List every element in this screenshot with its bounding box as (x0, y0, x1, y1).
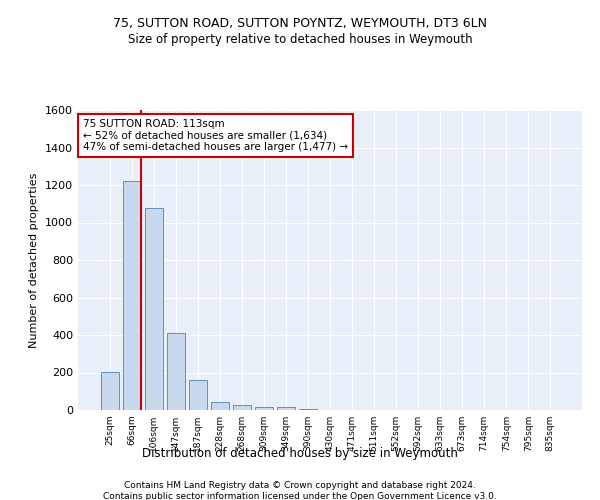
Text: Size of property relative to detached houses in Weymouth: Size of property relative to detached ho… (128, 32, 472, 46)
Bar (101, 372, 119, 410)
Bar (167, 333, 185, 410)
Bar (145, 208, 163, 410)
Bar (233, 406, 251, 410)
Text: Distribution of detached houses by size in Weymouth: Distribution of detached houses by size … (142, 448, 458, 460)
Bar (189, 380, 206, 410)
Text: Contains HM Land Registry data © Crown copyright and database right 2024.: Contains HM Land Registry data © Crown c… (124, 481, 476, 490)
Text: Contains public sector information licensed under the Open Government Licence v3: Contains public sector information licen… (103, 492, 497, 500)
Bar (299, 408, 317, 410)
Text: 75 SUTTON ROAD: 113sqm
← 52% of detached houses are smaller (1,634)
47% of semi-: 75 SUTTON ROAD: 113sqm ← 52% of detached… (83, 119, 348, 152)
Text: 75, SUTTON ROAD, SUTTON POYNTZ, WEYMOUTH, DT3 6LN: 75, SUTTON ROAD, SUTTON POYNTZ, WEYMOUTH… (113, 18, 487, 30)
Bar (211, 402, 229, 410)
Bar (123, 181, 140, 410)
Y-axis label: Number of detached properties: Number of detached properties (29, 172, 40, 348)
Bar (255, 406, 273, 410)
Bar (277, 407, 295, 410)
